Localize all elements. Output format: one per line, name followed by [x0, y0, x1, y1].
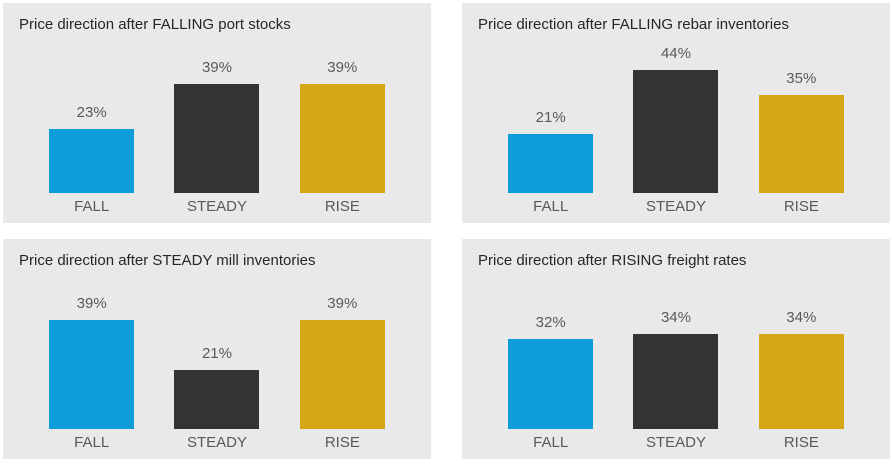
chart-panel-falling-port-stocks: Price direction after FALLING port stock…	[3, 3, 431, 223]
bar-group-fall: 21%	[488, 37, 613, 193]
bar-chart: 23% 39% 39%	[17, 37, 417, 193]
chart-title: Price direction after FALLING port stock…	[19, 16, 291, 33]
x-axis-label-rise: RISE	[324, 198, 360, 215]
bar-value-label: 21%	[535, 109, 566, 126]
bar-group-steady: 44%	[613, 37, 738, 193]
x-axis: FALL STEADY RISE	[476, 193, 876, 215]
bar-value-label: 34%	[786, 309, 817, 326]
chart-title: Price direction after FALLING rebar inve…	[478, 16, 789, 33]
bar-value-label: 39%	[327, 295, 358, 312]
x-axis-label-rise: RISE	[324, 434, 360, 451]
x-axis-label-steady: STEADY	[186, 434, 247, 451]
bar-group-rise: 34%	[739, 273, 864, 429]
x-axis: FALL STEADY RISE	[476, 429, 876, 451]
chart-title: Price direction after STEADY mill invent…	[19, 252, 316, 269]
bar-value-label: 21%	[201, 345, 232, 362]
bar-value-label: 39%	[201, 59, 232, 76]
x-axis-label-rise: RISE	[783, 434, 819, 451]
bar-rise	[758, 95, 844, 193]
x-axis: FALL STEADY RISE	[17, 193, 417, 215]
bar-fall	[49, 320, 135, 429]
x-axis-label-steady: STEADY	[645, 434, 706, 451]
bar-chart: 39% 21% 39%	[17, 273, 417, 429]
bar-steady	[174, 84, 260, 193]
bar-group-steady: 39%	[154, 37, 279, 193]
bar-fall	[508, 134, 594, 193]
bar-steady	[633, 70, 719, 193]
x-axis-label-fall: FALL	[533, 198, 569, 215]
chart-panel-steady-mill-inventories: Price direction after STEADY mill invent…	[3, 239, 431, 459]
bar-group-fall: 39%	[29, 273, 154, 429]
bar-value-label: 44%	[660, 45, 691, 62]
x-axis-label-steady: STEADY	[645, 198, 706, 215]
chart-panel-falling-rebar-inventories: Price direction after FALLING rebar inve…	[462, 3, 890, 223]
bar-chart: 21% 44% 35%	[476, 37, 876, 193]
bar-group-rise: 39%	[280, 37, 405, 193]
bar-value-label: 34%	[660, 309, 691, 326]
bar-group-rise: 35%	[739, 37, 864, 193]
chart-title: Price direction after RISING freight rat…	[478, 252, 747, 269]
bar-group-steady: 34%	[613, 273, 738, 429]
bar-steady	[174, 370, 260, 429]
x-axis: FALL STEADY RISE	[17, 429, 417, 451]
bar-group-fall: 23%	[29, 37, 154, 193]
bar-rise	[299, 320, 385, 429]
bar-value-label: 32%	[535, 314, 566, 331]
chart-panel-rising-freight-rates: Price direction after RISING freight rat…	[462, 239, 890, 459]
bar-value-label: 23%	[76, 104, 107, 121]
x-axis-label-steady: STEADY	[186, 198, 247, 215]
x-axis-label-fall: FALL	[74, 434, 110, 451]
x-axis-label-fall: FALL	[533, 434, 569, 451]
bar-rise	[299, 84, 385, 193]
bar-value-label: 39%	[327, 59, 358, 76]
bar-rise	[758, 334, 844, 429]
bar-value-label: 39%	[76, 295, 107, 312]
bar-fall	[49, 129, 135, 193]
bar-value-label: 35%	[786, 70, 817, 87]
bar-steady	[633, 334, 719, 429]
bar-fall	[508, 339, 594, 429]
bar-group-steady: 21%	[154, 273, 279, 429]
x-axis-label-fall: FALL	[74, 198, 110, 215]
bar-chart: 32% 34% 34%	[476, 273, 876, 429]
bar-group-rise: 39%	[280, 273, 405, 429]
bar-group-fall: 32%	[488, 273, 613, 429]
x-axis-label-rise: RISE	[783, 198, 819, 215]
